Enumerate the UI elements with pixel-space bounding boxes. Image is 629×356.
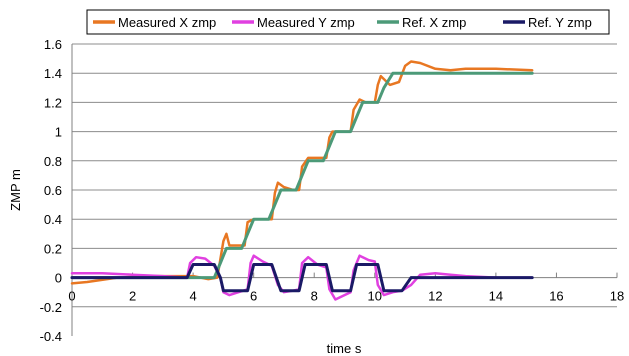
x-tick-label: 8 <box>311 289 318 304</box>
y-tick-label: 0 <box>55 271 62 286</box>
y-tick-label: 1 <box>55 125 62 140</box>
y-tick-label: 1.4 <box>44 66 62 81</box>
y-tick-label: 1.2 <box>44 95 62 110</box>
x-tick-label: 16 <box>549 289 563 304</box>
x-axis-label: time s <box>327 341 362 356</box>
legend-entry: Measured Y zmp <box>257 15 355 30</box>
x-tick-label: 6 <box>250 289 257 304</box>
plot-area <box>70 60 534 301</box>
y-tick-label: 0.8 <box>44 154 62 169</box>
x-tick-label: 10 <box>368 289 382 304</box>
y-tick-label: -0.2 <box>40 300 62 315</box>
x-tick-label: 14 <box>489 289 503 304</box>
y-tick-label: 0.2 <box>44 241 62 256</box>
y-tick-label: 0.4 <box>44 212 62 227</box>
legend-entry: Measured X zmp <box>118 15 216 30</box>
grid-lines <box>72 43 617 308</box>
series-line <box>70 71 534 280</box>
x-tick-labels: 0 2 4 6 8 10 12 14 16 18 <box>68 289 624 304</box>
x-tick-label: 18 <box>610 289 624 304</box>
legend-entry: Ref. Y zmp <box>528 15 592 30</box>
y-tick-labels: -0.4 -0.2 0 0.2 0.4 0.6 0.8 1 1.2 1.4 1.6 <box>40 37 62 344</box>
y-tick-label: 1.6 <box>44 37 62 52</box>
x-tick-label: 2 <box>129 289 136 304</box>
x-tick-label: 4 <box>189 289 196 304</box>
y-tick-label: -0.4 <box>40 329 62 344</box>
y-axis-label: ZMP m <box>8 169 23 211</box>
legend: Measured X zmp Measured Y zmp Ref. X zmp Re… <box>86 9 610 35</box>
series-line <box>70 263 534 293</box>
y-tick-label: 0.6 <box>44 183 62 198</box>
x-tick-label: 12 <box>428 289 442 304</box>
x-tick-label: 0 <box>68 289 75 304</box>
legend-entry: Ref. X zmp <box>402 15 466 30</box>
